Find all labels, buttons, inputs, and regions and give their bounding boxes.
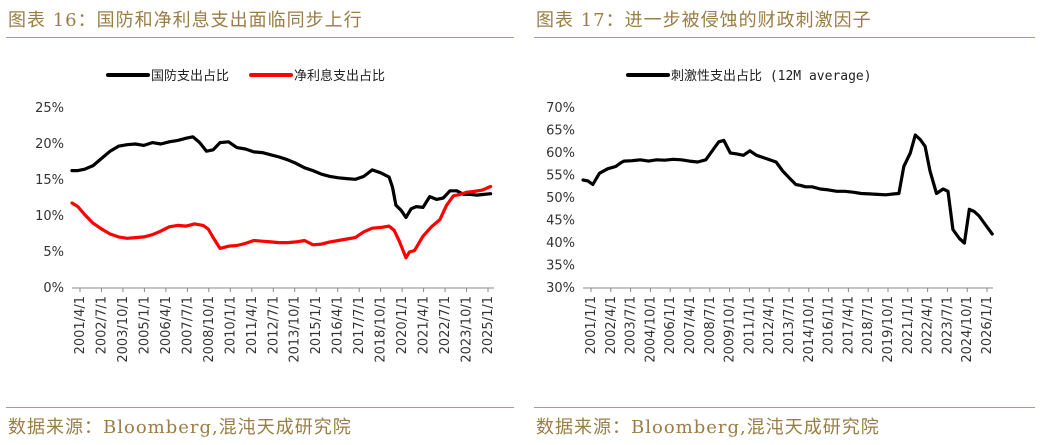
x-tick-label: 2008/7/1 <box>703 296 718 354</box>
x-tick-label: 2013/7/1 <box>782 296 797 354</box>
x-tick-label: 2023/10/1 <box>460 296 475 363</box>
x-tick-label: 2020/1/1 <box>395 296 410 354</box>
y-tick-label: 40% <box>546 236 575 251</box>
source-divider <box>6 407 514 408</box>
x-tick-label: 2006/1/1 <box>663 296 678 354</box>
chart-title: 图表 17：进一步被侵蚀的财政刺激因子 <box>536 10 872 31</box>
x-tick-label: 2003/10/1 <box>116 296 131 363</box>
series-line-1 <box>70 184 493 260</box>
x-tick-label: 2026/1/1 <box>980 296 995 354</box>
legend-label: 净利息支出占比 <box>294 68 385 84</box>
x-tick-label: 2021/4/1 <box>417 296 432 354</box>
series-line-0 <box>581 133 994 245</box>
x-tick-label: 2012/4/1 <box>762 296 777 354</box>
x-tick-label: 2002/4/1 <box>604 296 619 354</box>
x-tick-label: 2014/10/1 <box>802 296 817 363</box>
y-tick-label: 25% <box>35 101 64 116</box>
legend-label: 国防支出占比 <box>151 68 229 84</box>
x-tick-label: 2009/10/1 <box>723 296 738 363</box>
y-tick-label: 35% <box>546 259 575 274</box>
x-tick-label: 2024/10/1 <box>960 296 975 363</box>
y-tick-label: 55% <box>546 169 575 184</box>
x-tick-label: 2017/7/1 <box>352 296 367 354</box>
source-divider <box>534 407 1035 408</box>
source-note: 数据来源：Bloomberg,混沌天成研究院 <box>8 417 352 438</box>
x-tick-label: 2003/7/1 <box>624 296 639 354</box>
title-divider <box>534 37 1035 38</box>
y-tick-label: 70% <box>546 101 575 116</box>
x-tick-label: 2016/1/1 <box>822 296 837 354</box>
title-divider <box>6 37 514 38</box>
x-tick-label: 2008/10/1 <box>202 296 217 363</box>
series-line-0 <box>70 135 493 219</box>
x-tick-label: 2021/1/1 <box>901 296 916 354</box>
x-tick-label: 2013/10/1 <box>288 296 303 363</box>
x-tick-label: 2006/4/1 <box>159 296 174 354</box>
x-tick-label: 2005/1/1 <box>137 296 152 354</box>
chart-panel-left: 图表 16：国防和净利息支出面临同步上行 0% 5% 10% 15% 20% 25% 200… <box>0 0 520 445</box>
x-tick-label: 2022/4/1 <box>921 296 936 354</box>
source-note: 数据来源：Bloomberg,混沌天成研究院 <box>536 417 880 438</box>
y-tick-label: 50% <box>546 191 575 206</box>
y-tick-label: 0% <box>43 281 64 296</box>
x-tick-label: 2007/4/1 <box>683 296 698 354</box>
x-tick-label: 2004/10/1 <box>643 296 658 363</box>
x-tick-label: 2022/7/1 <box>438 296 453 354</box>
x-tick-label: 2002/7/1 <box>94 296 109 354</box>
y-tick-label: 30% <box>546 281 575 296</box>
x-tick-label: 2023/7/1 <box>940 296 955 354</box>
line-chart-stimulus-share: 30% 35% 40% 45% 50% 55% 60% 65% 70% 2001/1/1 2002/… <box>546 69 995 363</box>
y-tick-label: 65% <box>546 124 575 139</box>
y-tick-label: 20% <box>35 137 64 152</box>
x-tick-label: 2015/1/1 <box>309 296 324 354</box>
x-tick-label: 2018/7/1 <box>861 296 876 354</box>
y-tick-label: 45% <box>546 214 575 229</box>
y-tick-label: 10% <box>35 209 64 224</box>
x-tick-label: 2016/4/1 <box>331 296 346 354</box>
y-tick-label: 5% <box>43 245 64 260</box>
x-tick-label: 2001/4/1 <box>73 296 88 354</box>
x-tick-label: 2011/4/1 <box>245 296 260 354</box>
y-tick-label: 15% <box>35 173 64 188</box>
y-tick-label: 60% <box>546 146 575 161</box>
x-tick-label: 2017/4/1 <box>841 296 856 354</box>
x-tick-label: 2011/1/1 <box>742 296 757 354</box>
legend-label: 刺激性支出占比 (12M average) <box>671 69 872 84</box>
x-tick-label: 2018/10/1 <box>374 296 389 363</box>
chart-title: 图表 16：国防和净利息支出面临同步上行 <box>8 10 363 31</box>
line-chart-defense-interest: 0% 5% 10% 15% 20% 25% 2001/4/1 2002/7/1 2003/10/… <box>35 68 496 363</box>
x-tick-label: 2012/7/1 <box>266 296 281 354</box>
chart-panel-right: 图表 17：进一步被侵蚀的财政刺激因子 30% 35% 40% 45% 50% 55% 60… <box>528 0 1041 445</box>
x-tick-label: 2010/1/1 <box>223 296 238 354</box>
x-tick-label: 2001/1/1 <box>584 296 599 354</box>
x-tick-label: 2007/7/1 <box>180 296 195 354</box>
x-tick-label: 2025/1/1 <box>481 296 496 354</box>
x-tick-label: 2019/10/1 <box>881 296 896 363</box>
